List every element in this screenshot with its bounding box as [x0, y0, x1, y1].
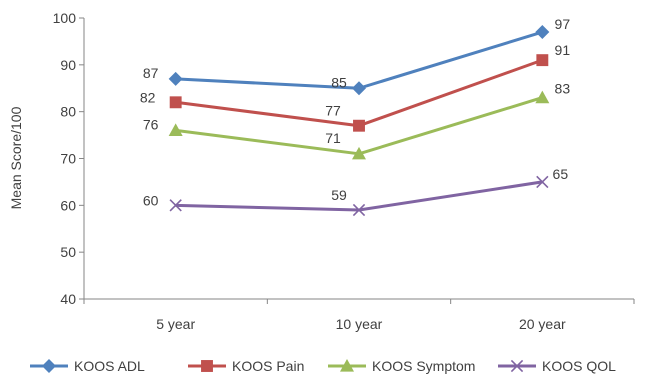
legend-item: KOOS Pain: [186, 356, 304, 376]
chart-series: [168, 25, 550, 217]
triangle-marker: [535, 90, 550, 104]
chart-legend: KOOS ADL KOOS Pain KOOS Symptom KOOS QOL: [0, 356, 649, 376]
y-tick-label: 90: [60, 57, 76, 73]
legend-label: KOOS Symptom: [372, 358, 476, 374]
diamond-marker: [168, 71, 183, 86]
data-label: 71: [325, 130, 341, 146]
data-label: 97: [555, 16, 571, 32]
legend-swatch: [188, 360, 226, 372]
legend-swatch: [328, 359, 366, 372]
legend-label: KOOS Pain: [232, 358, 305, 374]
triangle-marker: [340, 359, 354, 372]
legend-item: KOOS ADL: [28, 356, 145, 376]
series-koos-symptom: [168, 90, 550, 160]
legend-swatch: [498, 359, 536, 373]
data-label: 65: [553, 166, 569, 182]
data-label: 91: [555, 42, 571, 58]
legend-swatch: [30, 359, 68, 373]
y-axis-title: Mean Score/100: [8, 106, 24, 209]
x-marker: [510, 359, 524, 373]
x-tick-label: 10 year: [336, 316, 383, 332]
series-koos-pain: [169, 54, 549, 132]
data-label: 77: [325, 103, 341, 119]
y-tick-label: 50: [60, 244, 76, 260]
data-label: 83: [555, 81, 571, 97]
y-tick-label: 100: [53, 10, 77, 26]
data-label: 82: [140, 89, 156, 105]
x-axis-ticks: 5 year 10 year 20 year: [83, 299, 635, 332]
square-marker: [353, 119, 365, 132]
x-marker: [352, 203, 366, 217]
data-labels: 87 85 97 82 77 91 76 71 83 60 59 65: [140, 16, 570, 208]
y-tick-label: 40: [60, 291, 76, 307]
series-koos-adl: [168, 25, 550, 96]
x-marker: [536, 175, 549, 189]
legend-label: KOOS ADL: [74, 358, 145, 374]
legend-label: KOOS QOL: [542, 358, 616, 374]
data-label: 87: [143, 65, 159, 81]
legend-item: KOOS Symptom: [326, 356, 475, 376]
y-tick-label: 60: [60, 197, 76, 213]
legend-item: KOOS QOL: [496, 356, 616, 376]
data-label: 85: [331, 74, 347, 90]
triangle-marker: [352, 146, 366, 160]
data-label: 60: [143, 192, 159, 208]
data-label: 76: [143, 116, 159, 132]
square-marker: [201, 360, 213, 372]
y-tick-label: 70: [60, 151, 76, 167]
series-line: [175, 180, 543, 212]
y-tick-label: 80: [60, 104, 76, 120]
square-marker: [169, 96, 182, 109]
diamond-marker: [352, 81, 366, 96]
triangle-marker: [168, 123, 183, 136]
x-tick-label: 5 year: [156, 316, 195, 332]
data-label: 59: [331, 187, 347, 203]
x-tick-label: 20 year: [519, 316, 566, 332]
square-marker: [536, 54, 549, 67]
diamond-marker: [42, 359, 56, 373]
line-chart: 40 50 60 70 80 90 100 5 year 10 year 20 year Mea…: [8, 10, 635, 332]
y-axis-ticks: 40 50 60 70 80 90 100: [53, 10, 84, 307]
diamond-marker: [535, 25, 550, 40]
series-koos-qol: [169, 175, 549, 217]
x-marker: [169, 199, 182, 212]
